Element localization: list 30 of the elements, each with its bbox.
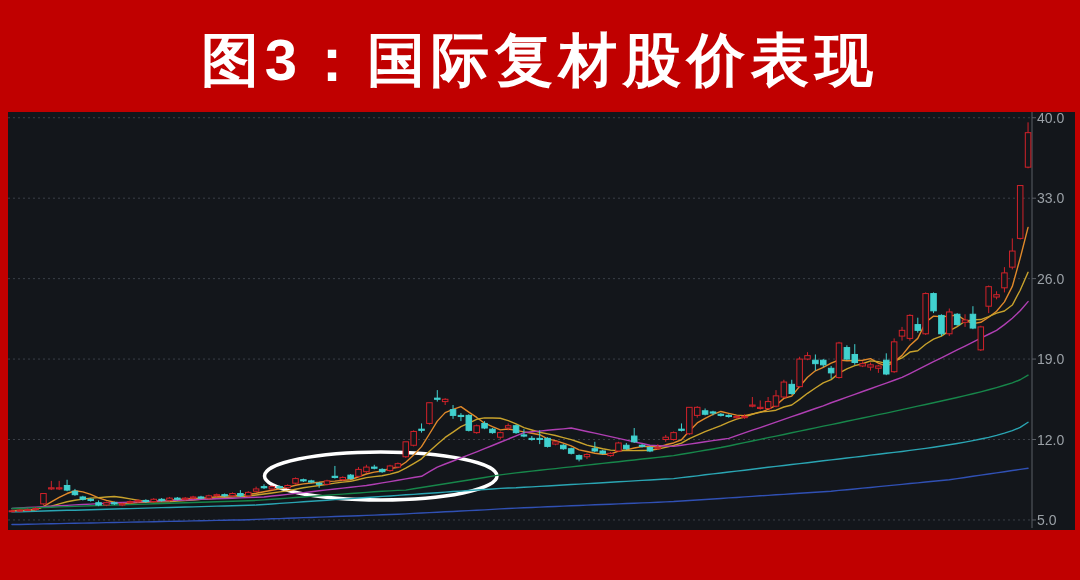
chart-title: 图3：国际复材股价表现 (200, 27, 880, 92)
candlestick (126, 499, 134, 505)
candlestick (260, 483, 268, 490)
y-tick-label: 26.0 (1037, 270, 1065, 287)
candlestick (63, 479, 71, 492)
candlestick (134, 498, 142, 504)
candlestick (426, 402, 433, 426)
y-tick-label: 40.0 (1037, 109, 1065, 126)
line-series (11, 421, 1029, 513)
candlestick (930, 291, 937, 314)
candlestick (331, 465, 339, 480)
candlestick (906, 313, 914, 342)
candlestick (638, 443, 646, 449)
candlestick (1001, 266, 1008, 293)
candlestick (938, 313, 945, 337)
y-tick-label: 5.0 (1037, 511, 1057, 528)
candlestick (827, 365, 835, 380)
candlestick (961, 313, 969, 328)
line-series (11, 374, 1029, 510)
candlestick (1009, 237, 1016, 270)
candlestick (946, 308, 953, 337)
y-tick-label: 19.0 (1037, 351, 1065, 368)
line-series (11, 467, 1029, 526)
y-tick-label: 12.0 (1037, 431, 1065, 448)
y-tick-label: 33.0 (1037, 190, 1065, 207)
candlestick (315, 481, 323, 489)
candlestick (449, 404, 457, 420)
candlestick (520, 428, 528, 438)
candlestick (583, 452, 591, 460)
candlestick (898, 326, 906, 342)
